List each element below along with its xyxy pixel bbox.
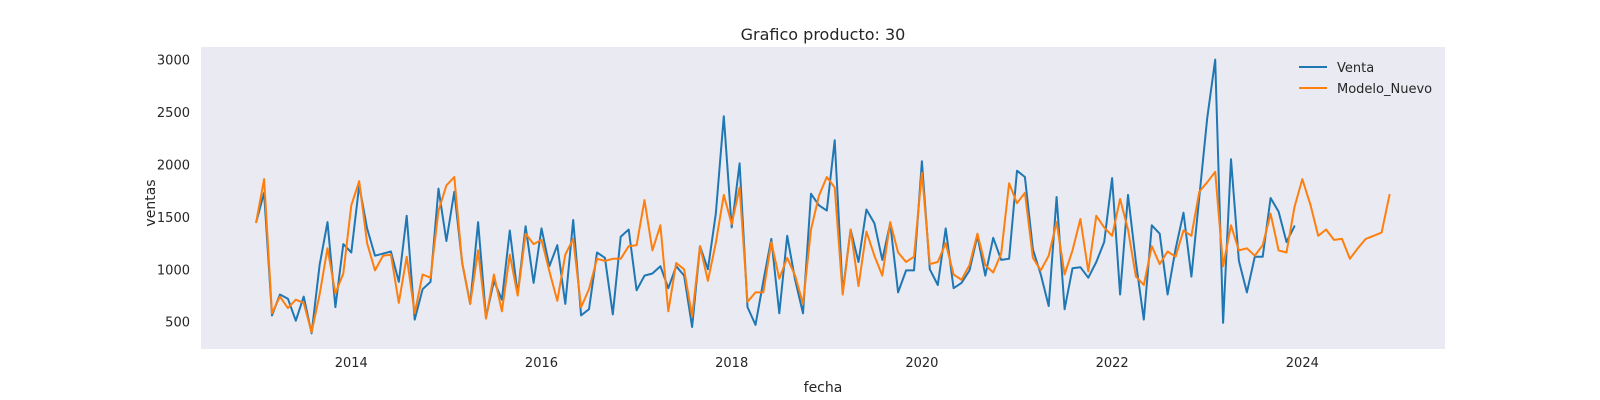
x-tick-label: 2022 [1096, 356, 1129, 371]
y-tick-label: 1500 [157, 211, 190, 226]
x-tick-label: 2014 [335, 356, 368, 371]
x-tick-label: 2018 [715, 356, 748, 371]
series-line-venta [255, 58, 1296, 335]
legend-item: Modelo_Nuevo [1299, 82, 1432, 97]
chart-title: Grafico producto: 30 [741, 25, 906, 44]
x-axis-ticks: 2014 2016 2018 2020 2022 2024 [335, 356, 1319, 371]
legend-label: Venta [1337, 61, 1374, 76]
y-axis-label: ventas [143, 179, 159, 226]
x-tick-label: 2016 [525, 356, 558, 371]
y-tick-label: 1000 [157, 263, 190, 278]
y-tick-label: 3000 [157, 54, 190, 69]
series-line-modelo-nuevo [255, 170, 1391, 334]
x-tick-label: 2024 [1286, 356, 1319, 371]
legend-label: Modelo_Nuevo [1337, 82, 1432, 97]
y-tick-label: 500 [165, 316, 190, 331]
y-tick-label: 2500 [157, 106, 190, 121]
x-tick-label: 2020 [905, 356, 938, 371]
legend: Venta Modelo_Nuevo [1299, 61, 1432, 97]
series-layer [255, 58, 1391, 335]
plot-area [201, 47, 1445, 349]
y-axis-ticks: 500 1000 1500 2000 2500 3000 [157, 54, 190, 331]
legend-item: Venta [1299, 61, 1374, 76]
x-axis-label: fecha [804, 380, 843, 396]
y-tick-label: 2000 [157, 158, 190, 173]
